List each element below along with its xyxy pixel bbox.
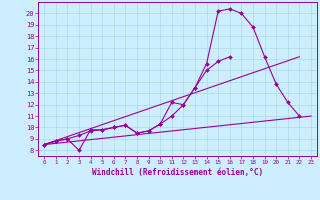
- X-axis label: Windchill (Refroidissement éolien,°C): Windchill (Refroidissement éolien,°C): [92, 168, 263, 177]
